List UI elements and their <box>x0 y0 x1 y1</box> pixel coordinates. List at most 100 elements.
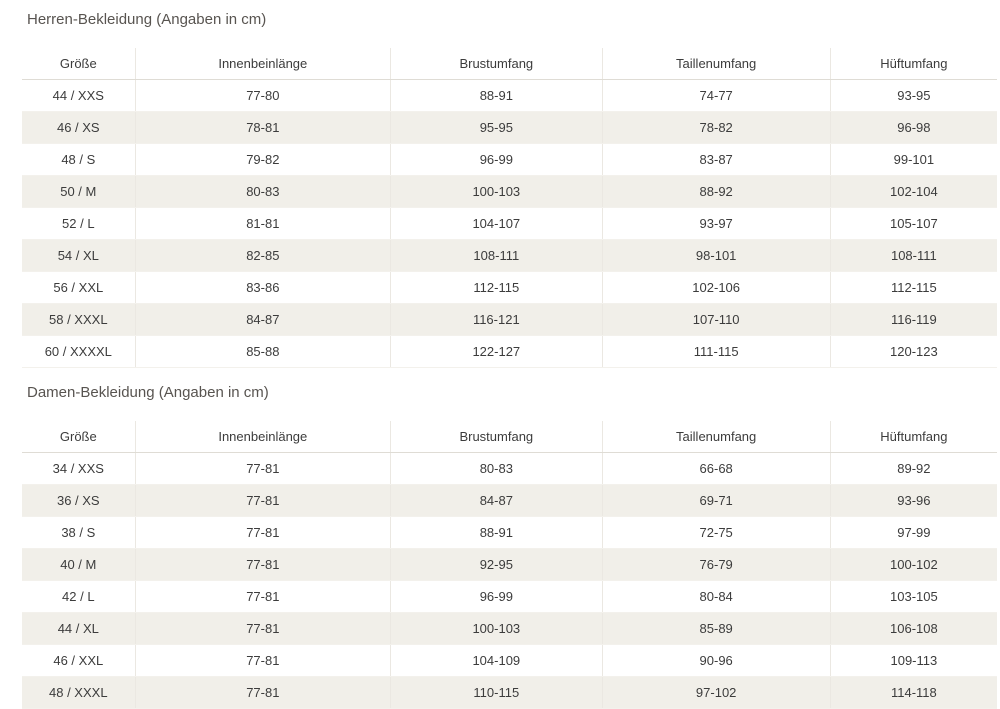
column-header: Innenbeinlänge <box>135 421 392 453</box>
measurement-cell: 77-80 <box>135 79 392 112</box>
header-row: Größe Innenbeinlänge Brustumfang Taillenumf… <box>22 48 997 80</box>
measurement-cell: 100-103 <box>390 175 603 208</box>
size-label-cell: 44 / XXS <box>22 79 136 112</box>
measurement-cell: 100-103 <box>390 612 603 645</box>
size-label-cell: 56 / XXL <box>22 271 136 304</box>
size-label-cell: 54 / XL <box>22 239 136 272</box>
measurement-cell: 78-82 <box>602 111 831 144</box>
measurement-cell: 88-91 <box>390 516 603 549</box>
measurement-cell: 84-87 <box>390 484 603 517</box>
measurement-cell: 110-115 <box>390 676 603 709</box>
measurement-cell: 77-81 <box>135 644 392 677</box>
measurement-cell: 96-99 <box>390 143 603 176</box>
measurement-cell: 112-115 <box>390 271 603 304</box>
measurement-cell: 88-91 <box>390 79 603 112</box>
table-row: 46 / XXL 77-81 104-109 90-96 109-113 <box>22 644 997 677</box>
column-header: Taillenumfang <box>602 48 831 80</box>
measurement-cell: 104-107 <box>390 207 603 240</box>
measurement-cell: 83-86 <box>135 271 392 304</box>
measurement-cell: 97-102 <box>602 676 831 709</box>
size-label-cell: 48 / S <box>22 143 136 176</box>
table-row: 44 / XXS 77-80 88-91 74-77 93-95 <box>22 79 997 112</box>
size-label-cell: 44 / XL <box>22 612 136 645</box>
measurement-cell: 102-106 <box>602 271 831 304</box>
measurement-cell: 107-110 <box>602 303 831 336</box>
measurement-cell: 77-81 <box>135 676 392 709</box>
table-row: 46 / XS 78-81 95-95 78-82 96-98 <box>22 111 997 144</box>
measurement-cell: 80-84 <box>602 580 831 613</box>
measurement-cell: 66-68 <box>602 452 831 485</box>
measurement-cell: 99-101 <box>830 143 997 176</box>
measurement-cell: 77-81 <box>135 452 392 485</box>
table-header: Größe Innenbeinlänge Brustumfang Taillenumf… <box>22 48 997 80</box>
table-row: 36 / XS 77-81 84-87 69-71 93-96 <box>22 484 997 517</box>
size-label-cell: 52 / L <box>22 207 136 240</box>
measurement-cell: 80-83 <box>390 452 603 485</box>
measurement-cell: 93-97 <box>602 207 831 240</box>
measurement-cell: 106-108 <box>830 612 997 645</box>
measurement-cell: 97-99 <box>830 516 997 549</box>
section-title: Damen-Bekleidung (Angaben in cm) <box>27 384 269 401</box>
section-title: Herren-Bekleidung (Angaben in cm) <box>27 11 267 28</box>
table-row: 58 / XXXL 84-87 116-121 107-110 116-119 <box>22 303 997 336</box>
measurement-cell: 102-104 <box>830 175 997 208</box>
size-label-cell: 46 / XS <box>22 111 136 144</box>
measurement-cell: 111-115 <box>602 335 831 368</box>
measurement-cell: 100-102 <box>830 548 997 581</box>
measurement-cell: 77-81 <box>135 484 392 517</box>
table-body: 34 / XXS 77-81 80-83 66-68 89-92 36 / XS 77-81… <box>22 452 997 709</box>
measurement-cell: 88-92 <box>602 175 831 208</box>
table-row: 54 / XL 82-85 108-111 98-101 108-111 <box>22 239 997 272</box>
table-row: 42 / L 77-81 96-99 80-84 103-105 <box>22 580 997 613</box>
measurement-cell: 81-81 <box>135 207 392 240</box>
measurement-cell: 84-87 <box>135 303 392 336</box>
measurement-cell: 105-107 <box>830 207 997 240</box>
measurement-cell: 108-111 <box>830 239 997 272</box>
size-label-cell: 48 / XXXL <box>22 676 136 709</box>
size-label-cell: 50 / M <box>22 175 136 208</box>
measurement-cell: 77-81 <box>135 612 392 645</box>
table-row: 48 / S 79-82 96-99 83-87 99-101 <box>22 143 997 176</box>
size-label-cell: 60 / XXXXL <box>22 335 136 368</box>
measurement-cell: 98-101 <box>602 239 831 272</box>
measurement-cell: 69-71 <box>602 484 831 517</box>
measurement-cell: 116-119 <box>830 303 997 336</box>
table-body: 44 / XXS 77-80 88-91 74-77 93-95 46 / XS 78-81… <box>22 79 997 368</box>
size-guide-sections: Herren-Bekleidung (Angaben in cm) Größe I… <box>22 12 997 709</box>
column-header: Größe <box>22 48 136 80</box>
measurement-cell: 74-77 <box>602 79 831 112</box>
measurement-cell: 112-115 <box>830 271 997 304</box>
measurement-cell: 93-95 <box>830 79 997 112</box>
measurement-cell: 95-95 <box>390 111 603 144</box>
measurement-cell: 114-118 <box>830 676 997 709</box>
measurement-cell: 93-96 <box>830 484 997 517</box>
measurement-cell: 79-82 <box>135 143 392 176</box>
column-header: Hüftumfang <box>830 421 997 453</box>
table-row: 56 / XXL 83-86 112-115 102-106 112-115 <box>22 271 997 304</box>
size-label-cell: 40 / M <box>22 548 136 581</box>
column-header: Größe <box>22 421 136 453</box>
measurement-cell: 83-87 <box>602 143 831 176</box>
column-header: Brustumfang <box>390 48 603 80</box>
table-row: 52 / L 81-81 104-107 93-97 105-107 <box>22 207 997 240</box>
measurement-cell: 89-92 <box>830 452 997 485</box>
column-header: Taillenumfang <box>602 421 831 453</box>
measurement-cell: 120-123 <box>830 335 997 368</box>
measurement-cell: 85-89 <box>602 612 831 645</box>
size-label-cell: 46 / XXL <box>22 644 136 677</box>
table-row: 38 / S 77-81 88-91 72-75 97-99 <box>22 516 997 549</box>
table-row: 40 / M 77-81 92-95 76-79 100-102 <box>22 548 997 581</box>
column-header: Hüftumfang <box>830 48 997 80</box>
size-label-cell: 42 / L <box>22 580 136 613</box>
measurement-cell: 109-113 <box>830 644 997 677</box>
measurement-cell: 82-85 <box>135 239 392 272</box>
measurement-cell: 104-109 <box>390 644 603 677</box>
table-row: 50 / M 80-83 100-103 88-92 102-104 <box>22 175 997 208</box>
table-row: 60 / XXXXL 85-88 122-127 111-115 120-123 <box>22 335 997 368</box>
table-header: Größe Innenbeinlänge Brustumfang Taillenumf… <box>22 421 997 453</box>
size-table: Größe Innenbeinlänge Brustumfang Taillenumf… <box>22 421 997 709</box>
measurement-cell: 108-111 <box>390 239 603 272</box>
size-label-cell: 58 / XXXL <box>22 303 136 336</box>
measurement-cell: 90-96 <box>602 644 831 677</box>
measurement-cell: 96-98 <box>830 111 997 144</box>
